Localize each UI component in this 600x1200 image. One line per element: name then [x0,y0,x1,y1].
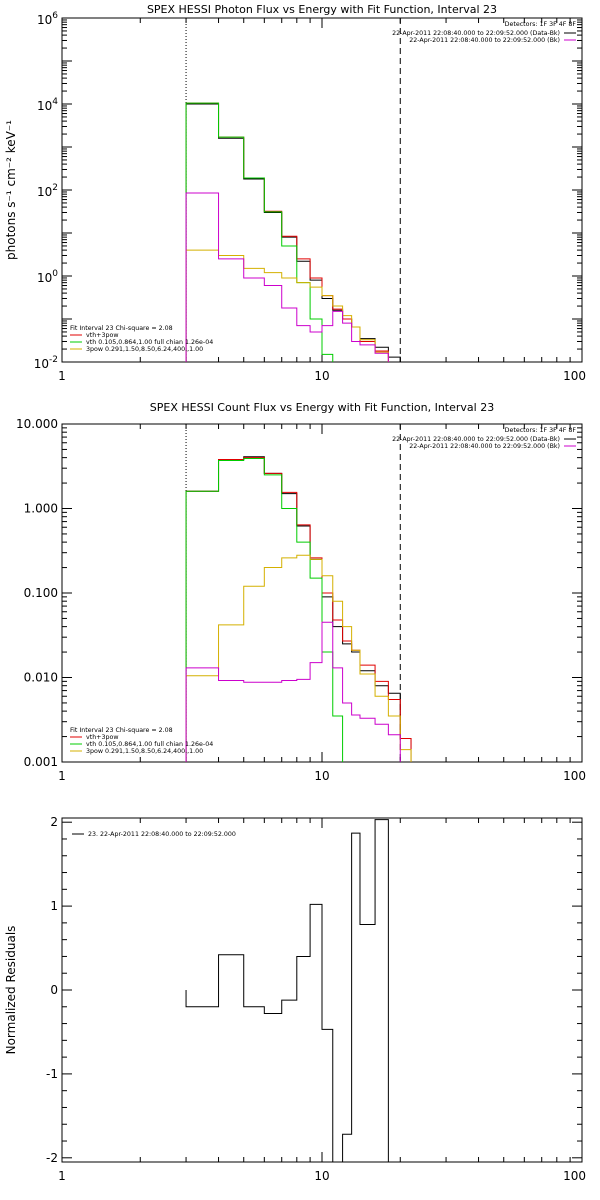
y-tick-exponent: 2 [52,183,58,193]
series-line-data [185,819,401,1162]
x-tick-label: 10 [314,769,329,783]
x-tick-label: 100 [563,369,586,383]
y-axis-label: photons s⁻¹ cm⁻² keV⁻¹ [4,120,18,260]
y-tick-base: 10 [34,357,49,371]
legend-detectors: Detectors: 1F 3F 4F 8F [505,21,577,28]
series-line-data [185,103,401,362]
legend-fit-entry: vth 0.105,0.864,1.00 full chian 1.26e-04 [86,339,213,346]
series-group [185,102,401,362]
legend-fit-entry: vth+3pow [86,734,118,741]
series-group [185,819,401,1162]
y-tick-label: 104 [37,97,58,113]
y-tick-label: 100 [37,269,58,285]
x-tick-label: 1 [58,769,66,783]
series-line-data [185,456,412,762]
x-tick-label: 100 [563,1169,586,1183]
legend-fit-entry: 3pow 0.291,1.50,8.50,6.24,400.,1.00 [86,346,203,353]
legend-fit-header: Fit Interval 23 Chi-square = 2.08 [70,325,173,332]
y-tick-exponent: 6 [52,11,58,21]
y-tick-label: 0.001 [24,755,58,769]
legend-detectors: Detectors: 1F 3F 4F 8F [505,427,577,434]
y-tick-exponent: 4 [52,97,58,107]
y-tick-exponent: 0 [52,269,58,279]
series-line-background [185,192,389,362]
y-tick-label: 10-2 [34,355,58,371]
y-tick-exponent: -2 [49,355,58,365]
series-line-vth [185,102,334,362]
x-tick-label: 1 [58,369,66,383]
legend-fit-entry: 3pow 0.291,1.50,8.50,6.24,400.,1.00 [86,748,203,755]
y-axis-label: Normalized Residuals [4,926,18,1055]
legend-top-entry: 22-Apr-2011 22:08:40.000 to 22:09:52.000… [409,37,560,44]
y-tick-label: -2 [46,1151,58,1165]
series-line-vth [185,458,344,762]
y-tick-label: 0.010 [24,671,58,685]
count-flux-panel: SPEX HESSI Count Flux vs Energy with Fit… [16,401,586,783]
chart-title: SPEX HESSI Count Flux vs Energy with Fit… [150,401,494,414]
y-tick-label: 1 [50,899,58,913]
y-tick-label: 106 [37,11,58,27]
x-tick-label: 100 [563,769,586,783]
residuals-panel: 1 10 100 -2 -1 0 1 2 Normalized Residuals 23. 22-… [4,815,586,1183]
y-tick-label: 0.100 [24,586,58,600]
chart-title: SPEX HESSI Photon Flux vs Energy with Fi… [147,3,497,16]
series-line-background [185,621,401,762]
legend-fit-header: Fit Interval 23 Chi-square = 2.08 [70,727,173,734]
plot-frame [61,17,583,363]
x-tick-label: 10 [314,1169,329,1183]
legend-top-entry: 22-Apr-2011 22:08:40.000 to 22:09:52.000… [409,443,560,450]
y-tick-label: 1.000 [24,502,58,516]
photon-flux-panel: SPEX HESSI Photon Flux vs Energy with Fi… [4,3,586,383]
series-line-total [185,102,389,362]
x-tick-label: 1 [58,1169,66,1183]
legend-fit-entry: vth+3pow [86,332,118,339]
y-tick-base: 10 [37,13,52,27]
y-tick-label: 10.000 [16,417,58,431]
series-line-power [185,554,412,762]
y-tick-base: 10 [37,99,52,113]
y-tick-label: 2 [50,815,58,829]
residual-legend-label: 23. 22-Apr-2011 22:08:40.000 to 22:09:52… [88,831,236,838]
y-tick-label: -1 [46,1067,58,1081]
legend-top-entry: 22-Apr-2011 22:08:40.000 to 22:09:52.000… [392,436,560,443]
y-tick-base: 10 [37,271,52,285]
y-tick-label: 102 [37,183,58,199]
series-line-total [185,457,412,762]
y-tick-base: 10 [37,185,52,199]
legend-fit-entry: vth 0.105,0.864,1.00 full chian 1.26e-04 [86,741,213,748]
series-group [185,456,412,762]
legend-top-entry: 22-Apr-2011 22:08:40.000 to 22:09:52.000… [392,30,560,37]
y-tick-label: 0 [50,983,58,997]
x-tick-label: 10 [314,369,329,383]
